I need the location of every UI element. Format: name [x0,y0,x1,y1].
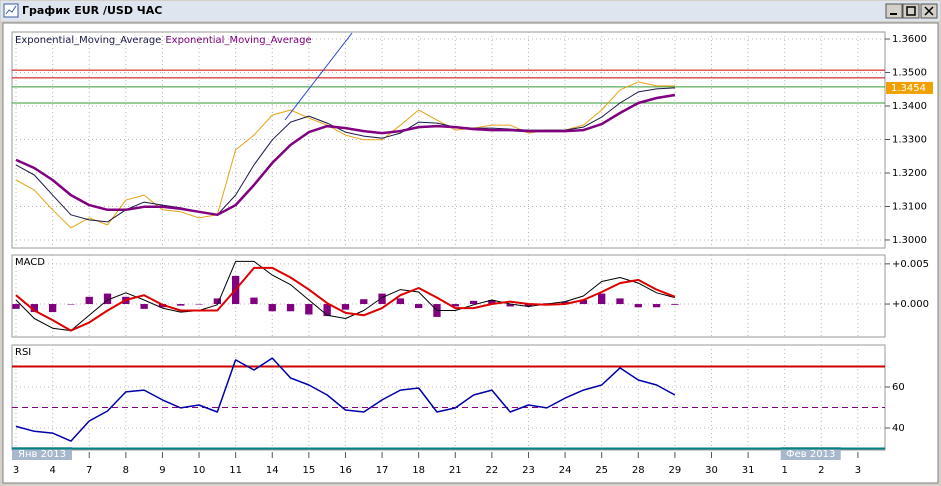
trend-line [284,32,353,121]
x-tick-label: 3 [13,465,19,476]
x-tick-label: 11 [229,465,242,476]
minimize-button[interactable] [885,3,903,19]
histogram-bar [616,298,624,305]
x-tick-label: 1 [782,465,788,476]
panel-title: RSI [15,347,31,358]
x-tick-label: 31 [742,465,755,476]
x-tick-label: 15 [302,465,315,476]
histogram-bar [177,304,185,306]
x-tick-label: 9 [159,465,165,476]
histogram-bar [598,293,606,305]
x-tick-label: 18 [412,465,425,476]
period-label-box [12,447,73,460]
histogram-bar [360,299,368,305]
window-title: График EUR /USD ЧАС [22,4,162,17]
window-icon [3,3,19,18]
window-icon-glyph [5,5,17,15]
y-tick-label: 40 [892,423,905,434]
y-tick-label: 1.3500 [892,68,927,79]
x-tick-label: 10 [193,465,206,476]
histogram-bar [378,293,386,305]
price-label: 1.3454 [891,83,926,94]
histogram-bar [140,304,148,309]
title-bar [1,1,940,21]
histogram-bar [469,300,478,305]
x-tick-label: 14 [266,465,279,476]
x-tick-label: 4 [49,465,55,476]
histogram-bar [506,304,514,307]
x-tick-label: 21 [449,465,462,476]
period-label: Янв 2013 [18,449,66,460]
histogram-bar [341,304,350,310]
x-tick-label: 3 [855,465,861,476]
window-buttons [885,3,938,19]
close-glyph [924,6,934,16]
price-label-box [886,81,933,94]
x-tick-label: 24 [559,465,572,476]
histogram-bar [286,304,295,312]
y-tick-label: 60 [892,382,905,393]
y-tick-label: 1.3600 [892,34,927,45]
panel-frame [11,254,886,338]
histogram-bar [415,304,423,309]
period-label-box [780,447,841,460]
x-tick-label: 16 [339,465,352,476]
histogram-bar [671,304,679,305]
legend-entry: Exponential_Moving_Average [165,35,311,46]
panel-title: MACD [15,257,45,268]
x-tick-label: 30 [705,465,718,476]
y-tick-label: +0.005 [892,259,929,270]
y-tick-label: 1.3300 [892,134,927,145]
y-tick-label: 1.3200 [892,168,927,179]
x-tick-label: 22 [486,465,499,476]
histogram-bar [268,304,276,312]
x-tick-label: 8 [123,465,129,476]
series-line [15,260,676,332]
x-tick-label: 29 [669,465,682,476]
x-tick-label: 7 [86,465,92,476]
x-tick-label: 25 [595,465,608,476]
y-tick-label: +0.000 [892,299,929,310]
histogram-bar [195,304,203,305]
histogram-bar [213,298,222,305]
maximize-glyph [906,6,916,16]
histogram-bar [67,304,75,305]
x-tick-label: 17 [376,465,389,476]
histogram-bar [12,304,20,309]
histogram-bar [396,298,405,305]
histogram-bar [579,300,588,305]
maximize-button[interactable] [902,3,920,19]
series-line [15,93,676,217]
histogram-bar [488,300,496,305]
x-tick-label: 23 [522,465,535,476]
histogram-bar [652,304,661,308]
histogram-bar [323,304,331,317]
histogram-bar [30,304,38,313]
histogram-bar [103,293,112,305]
series-line [15,266,676,332]
series-line [15,357,676,442]
period-label: Фев 2013 [786,449,835,460]
plot-layer: 3 4 7 8 9 10 11 14 15 16 17 18 21 22 23 24 25 28 29 30 31 1 2 3… [11,31,933,476]
panel-frame [11,31,886,249]
histogram-bar [48,304,57,313]
histogram-bar [561,301,569,305]
histogram-bar [634,304,642,308]
panel-frame [11,344,886,451]
histogram-bar [524,304,533,307]
y-tick-label: 1.3100 [892,201,927,212]
histogram-bar [250,297,258,305]
y-tick-label: 1.3000 [892,235,927,246]
x-tick-label: 28 [632,465,645,476]
legend-entry: Exponential_Moving_Average [15,35,161,46]
histogram-bar [85,296,93,305]
y-tick-label: 1.3400 [892,101,927,112]
x-tick-label: 2 [818,465,824,476]
histogram-bar [451,304,459,307]
histogram-bar [305,304,313,315]
